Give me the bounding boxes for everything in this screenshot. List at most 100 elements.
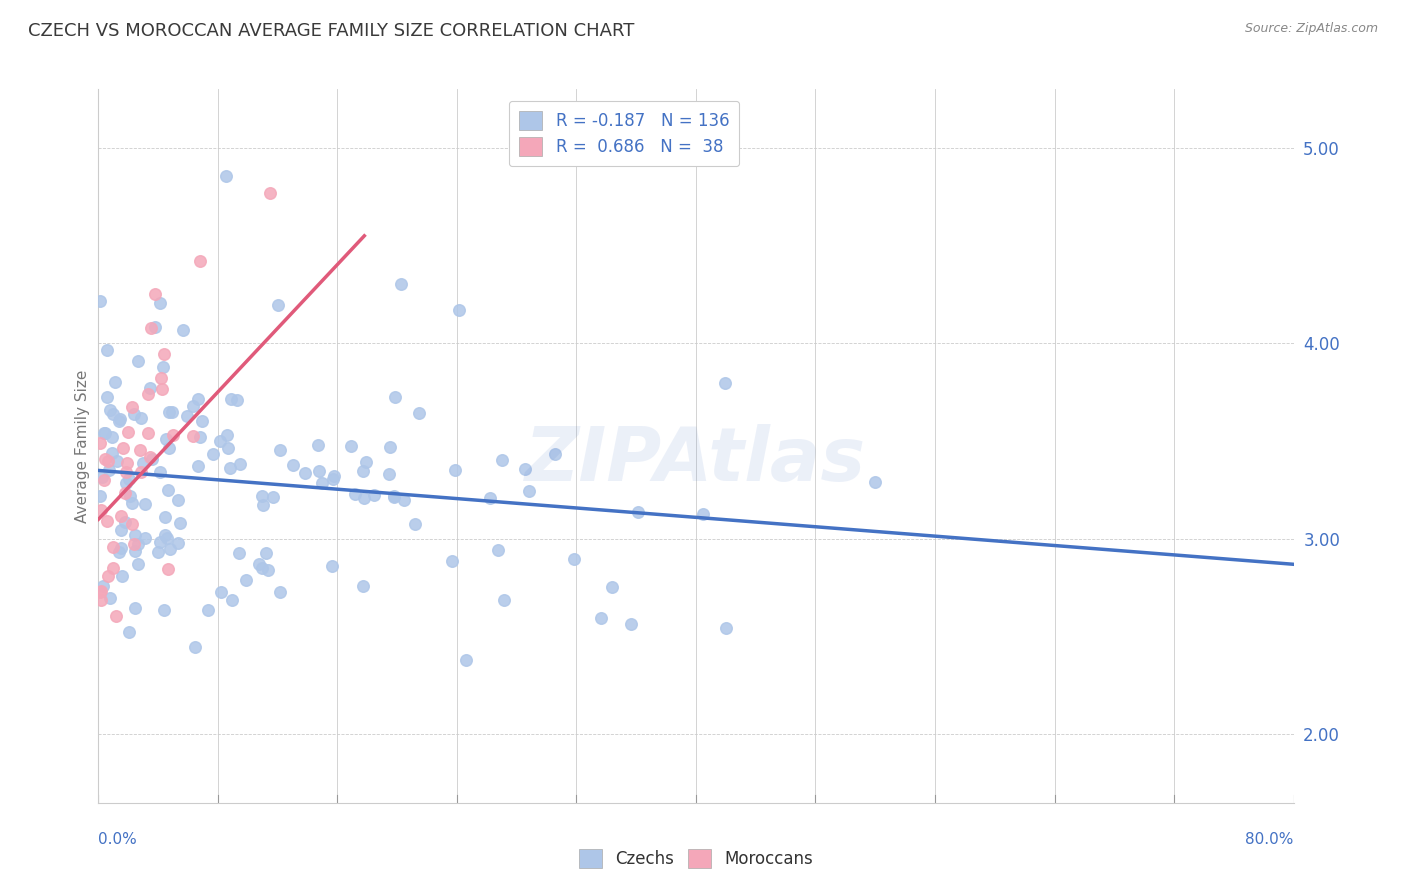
Text: 0.0%: 0.0% [98,832,138,847]
Point [491,452,513,467]
Point [257,563,280,577]
Point [122,536,145,550]
Point [716,622,738,636]
Point [115,456,138,470]
Point [591,611,613,625]
Point [110,523,132,537]
Point [209,434,232,448]
Point [153,347,176,361]
Point [162,428,184,442]
Point [93,474,115,488]
Point [96,343,118,357]
Point [447,302,470,317]
Point [101,408,124,422]
Point [187,392,209,406]
Point [515,462,537,476]
Point [294,466,316,480]
Point [93,425,115,440]
Point [478,491,501,505]
Point [517,484,540,499]
Point [91,470,114,484]
Point [149,465,172,479]
Point [149,535,172,549]
Point [124,528,146,542]
Point [159,542,181,557]
Point [96,514,118,528]
Point [713,376,735,391]
Point [127,537,149,551]
Point [259,186,281,200]
Point [157,405,180,419]
Point [157,561,180,575]
Point [184,640,207,654]
Point [117,425,139,440]
Point [110,541,132,555]
Point [146,544,169,558]
Point [544,447,567,461]
Point [91,579,114,593]
Point [129,443,152,458]
Point [169,516,191,530]
Point [89,294,111,309]
Text: Source: ZipAtlas.com: Source: ZipAtlas.com [1244,22,1378,36]
Point [114,475,136,490]
Point [108,545,131,559]
Point [363,488,385,502]
Point [98,463,121,477]
Text: 80.0%: 80.0% [1246,832,1294,847]
Point [108,414,131,428]
Point [281,458,304,472]
Point [235,574,257,588]
Point [486,543,509,558]
Point [440,553,463,567]
Point [228,546,250,560]
Point [692,507,714,521]
Point [90,592,112,607]
Point [149,371,172,385]
Point [127,353,149,368]
Point [188,429,211,443]
Point [127,557,149,571]
Point [114,485,136,500]
Point [627,505,650,519]
Point [98,591,121,605]
Point [149,296,172,310]
Point [166,535,188,549]
Point [564,551,586,566]
Point [321,558,343,573]
Point [157,441,180,455]
Point [118,472,141,486]
Point [118,624,141,639]
Point [456,653,478,667]
Point [134,497,156,511]
Point [307,438,329,452]
Point [269,443,291,458]
Point [215,428,238,442]
Text: ZIPAtlas: ZIPAtlas [526,424,866,497]
Point [103,561,125,575]
Point [172,323,194,337]
Point [97,569,120,583]
Point [215,169,238,183]
Point [311,476,333,491]
Point [187,459,209,474]
Point [100,402,122,417]
Point [308,464,330,478]
Point [139,321,162,335]
Point [181,399,204,413]
Point [105,454,128,468]
Point [197,603,219,617]
Point [124,600,146,615]
Point [114,516,136,530]
Point [252,499,274,513]
Point [124,407,146,421]
Point [250,489,273,503]
Point [865,475,887,489]
Point [124,544,146,558]
Point [201,447,224,461]
Point [96,390,118,404]
Point [382,490,405,504]
Point [408,406,430,420]
Point [101,429,124,443]
Point [221,593,243,607]
